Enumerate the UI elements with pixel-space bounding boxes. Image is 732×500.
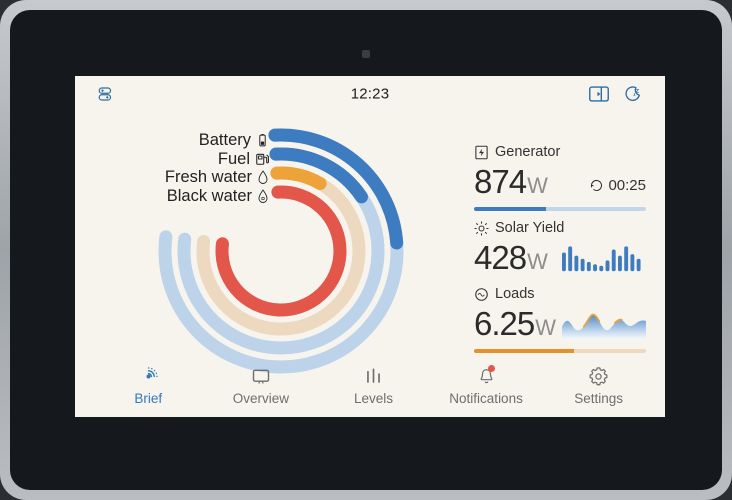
- svg-text:Z: Z: [636, 89, 640, 95]
- svg-text:z: z: [633, 92, 635, 97]
